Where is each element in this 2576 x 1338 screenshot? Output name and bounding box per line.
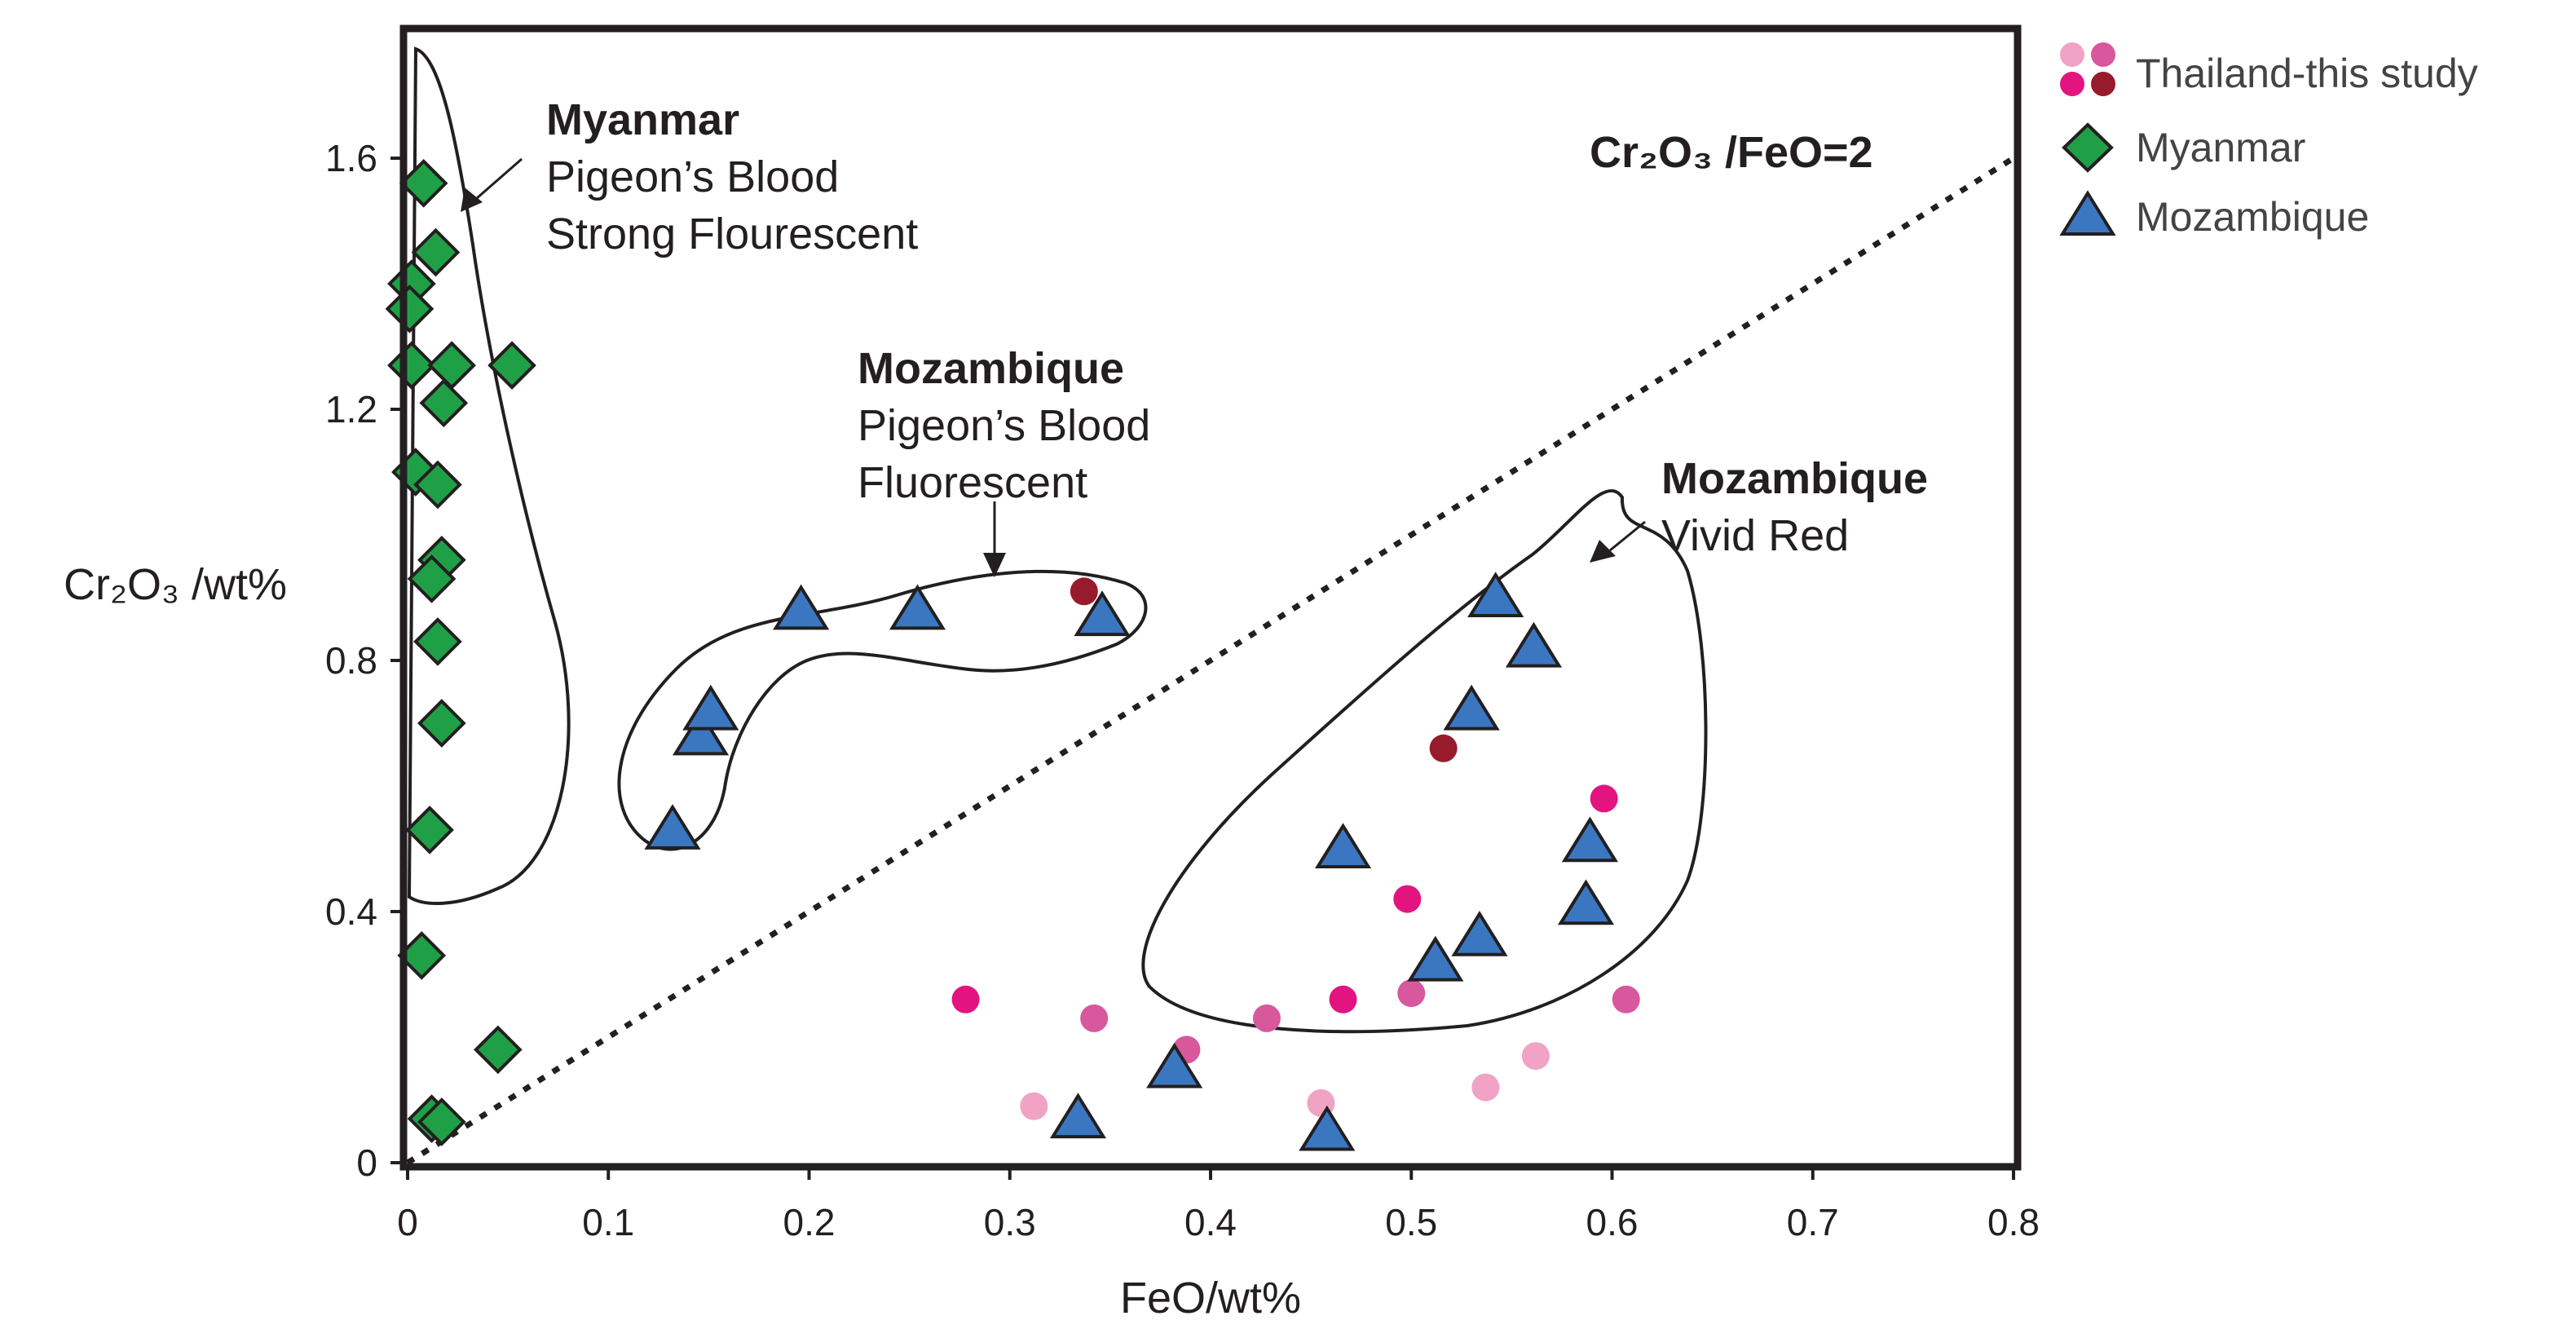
point-thailand-2	[1070, 577, 1098, 606]
y-tick-label: 0.8	[325, 639, 377, 682]
point-mozambique-9	[1314, 823, 1372, 868]
point-mozambique-3	[773, 584, 830, 630]
annotation-moz-pigeon-title: Mozambique	[858, 344, 1124, 393]
legend-thailand-dot-1	[2060, 42, 2084, 67]
point-myanmar-6	[487, 341, 536, 390]
y-tick-label: 1.2	[325, 388, 377, 431]
region-outlines	[407, 46, 1708, 1034]
axis-ticks: 0 0.1 0.2 0.3 0.4 0.5 0.6 0.7 0.8 0 0.4 0.8 1.2 1.6	[325, 137, 2040, 1243]
point-thailand-3	[1080, 1004, 1109, 1032]
x-tick-label: 0	[397, 1201, 418, 1243]
y-tick-label: 0.4	[325, 890, 377, 933]
point-mozambique-13	[1467, 572, 1524, 617]
legend-myanmar-marker	[2062, 122, 2114, 173]
point-thailand-0	[951, 985, 980, 1013]
point-thailand-8	[1393, 885, 1422, 913]
x-tick-label: 0.1	[582, 1201, 634, 1243]
arrow-moz-vivid-head	[1590, 540, 1616, 563]
annotation-moz-pigeon-line1: Pigeon’s Blood	[858, 401, 1150, 450]
point-thailand-10	[1429, 734, 1458, 762]
point-mozambique-1	[672, 709, 730, 756]
point-mozambique-10	[1407, 935, 1464, 982]
x-tick-label: 0.3	[984, 1201, 1036, 1243]
legend-label-mozambique: Mozambique	[2136, 194, 2369, 240]
annotation-arrows	[461, 157, 1646, 577]
legend: Thailand-this study Myanmar Mozambique	[2059, 42, 2478, 240]
annotation-moz-vivid-line1: Vivid Red	[1661, 511, 1849, 560]
annotations: Myanmar Pigeon’s Blood Strong Flourescen…	[546, 95, 1928, 560]
point-myanmar-16	[473, 1025, 523, 1075]
legend-label-thailand: Thailand-this study	[2136, 51, 2478, 96]
point-thailand-11	[1471, 1073, 1500, 1102]
point-myanmar-3	[385, 284, 434, 333]
point-myanmar-9	[413, 460, 462, 510]
point-thailand-14	[1612, 985, 1640, 1013]
x-axis-title: FeO/wt%	[1120, 1274, 1301, 1323]
point-mozambique-4	[889, 584, 946, 630]
point-myanmar-18	[417, 1097, 466, 1146]
region-moz-pigeon-outline	[617, 569, 1148, 851]
point-mozambique-15	[1557, 879, 1615, 925]
point-mozambique-12	[1451, 911, 1508, 956]
x-tick-label: 0.2	[783, 1201, 836, 1243]
y-tick-label: 0	[356, 1141, 377, 1184]
point-thailand-5	[1252, 1004, 1281, 1032]
legend-thailand-dot-3	[2060, 72, 2084, 96]
point-mozambique-14	[1505, 621, 1563, 668]
arrow-moz-pigeon-head	[983, 553, 1006, 577]
point-thailand-9	[1397, 979, 1426, 1008]
x-tick-label: 0.4	[1184, 1201, 1237, 1243]
point-myanmar-11	[407, 554, 457, 603]
point-myanmar-12	[413, 617, 462, 666]
x-tick-label: 0.7	[1787, 1201, 1839, 1243]
data-points	[385, 158, 1640, 1151]
annotation-myanmar-title: Myanmar	[546, 95, 739, 144]
x-tick-label: 0.6	[1586, 1201, 1639, 1243]
x-tick-label: 0.8	[1987, 1201, 2040, 1243]
point-thailand-1	[1020, 1092, 1048, 1120]
reference-line-label: Cr₂O₃ /FeO=2	[1590, 128, 1873, 177]
point-mozambique-8	[1299, 1105, 1356, 1151]
region-moz-vivid-outline	[1141, 489, 1708, 1034]
reference-line	[406, 156, 2015, 1165]
point-mozambique-16	[1561, 816, 1619, 863]
arrow-myanmar-line	[476, 157, 523, 200]
point-thailand-13	[1590, 784, 1618, 813]
y-axis-title: Cr₂O₃ /wt%	[64, 560, 287, 609]
point-mozambique-2	[682, 684, 739, 731]
legend-thailand-dot-4	[2091, 72, 2115, 96]
point-thailand-12	[1521, 1042, 1550, 1071]
legend-mozambique-marker	[2059, 190, 2116, 236]
annotation-myanmar-line2: Strong Flourescent	[546, 210, 918, 258]
y-tick-label: 1.6	[325, 137, 377, 179]
point-mozambique-6	[1049, 1093, 1107, 1139]
point-myanmar-7	[419, 378, 469, 428]
x-tick-label: 0.5	[1385, 1201, 1437, 1243]
point-thailand-7	[1329, 985, 1357, 1013]
region-myanmar-outline	[407, 46, 571, 905]
point-mozambique-0	[644, 804, 701, 850]
legend-thailand-dot-2	[2091, 42, 2115, 67]
point-myanmar-13	[417, 699, 466, 748]
annotation-myanmar-line1: Pigeon’s Blood	[546, 152, 839, 201]
point-mozambique-11	[1443, 684, 1500, 731]
point-myanmar-0	[399, 158, 448, 208]
point-myanmar-1	[411, 227, 461, 277]
point-mozambique-5	[1074, 590, 1131, 637]
arrow-moz-vivid-line	[1609, 520, 1646, 552]
point-myanmar-14	[405, 806, 454, 854]
legend-label-myanmar: Myanmar	[2136, 125, 2305, 170]
point-mozambique-7	[1146, 1042, 1203, 1089]
annotation-moz-vivid-title: Mozambique	[1661, 454, 1928, 503]
arrow-myanmar-head	[461, 188, 483, 212]
annotation-moz-pigeon-line2: Fluorescent	[858, 458, 1087, 507]
